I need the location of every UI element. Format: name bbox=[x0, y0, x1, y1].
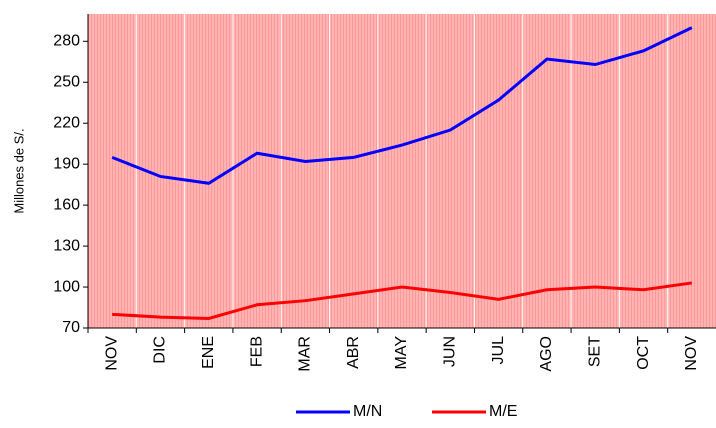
y-tick-label: 70 bbox=[62, 319, 80, 336]
x-tick-label: ABR bbox=[345, 336, 362, 369]
y-tick-label: 130 bbox=[53, 237, 80, 254]
y-axis-label: Millones de S/. bbox=[11, 128, 26, 213]
plot-area bbox=[88, 14, 716, 328]
line-series bbox=[112, 281, 693, 320]
legend-label: M/E bbox=[489, 403, 517, 420]
x-tick-label: ENE bbox=[200, 336, 217, 369]
y-tick-label: 250 bbox=[53, 73, 80, 90]
x-tick-label: MAR bbox=[297, 336, 314, 372]
legend-label: M/N bbox=[353, 403, 382, 420]
x-tick-label: DIC bbox=[152, 336, 169, 364]
x-tick-label: MAY bbox=[393, 336, 410, 370]
line-series bbox=[111, 26, 693, 185]
x-tick-label: FEB bbox=[248, 336, 265, 367]
y-tick-label: 280 bbox=[53, 33, 80, 50]
y-tick-label: 100 bbox=[53, 278, 80, 295]
x-tick-label: JUN bbox=[442, 336, 459, 367]
x-tick-label: JUL bbox=[490, 336, 507, 365]
x-tick-label: OCT bbox=[635, 336, 652, 370]
y-tick-label: 220 bbox=[53, 114, 80, 131]
y-tick-label: 160 bbox=[53, 196, 80, 213]
x-tick-label: SET bbox=[586, 336, 603, 367]
x-tick-label: NOV bbox=[103, 336, 120, 371]
x-tick-label: NOV bbox=[683, 336, 700, 371]
y-tick-label: 190 bbox=[53, 155, 80, 172]
x-tick-label: AGO bbox=[538, 336, 555, 372]
